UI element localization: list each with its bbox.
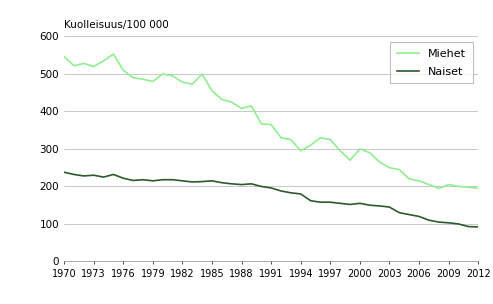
Naiset — [189, 180, 195, 184]
Naiset — [71, 173, 77, 176]
Naiset — [387, 205, 392, 209]
Miehet — [367, 151, 373, 154]
Naiset — [258, 185, 264, 188]
Naiset — [456, 222, 461, 226]
Naiset — [426, 218, 432, 222]
Naiset — [199, 180, 205, 183]
Miehet — [406, 177, 412, 181]
Miehet — [189, 82, 195, 86]
Miehet — [357, 147, 363, 151]
Naiset — [160, 178, 166, 181]
Miehet — [387, 166, 392, 170]
Miehet — [347, 158, 353, 162]
Miehet — [179, 80, 185, 84]
Naiset — [229, 182, 235, 186]
Naiset — [81, 174, 87, 178]
Miehet — [298, 149, 304, 153]
Miehet — [229, 100, 235, 104]
Miehet — [456, 185, 461, 188]
Naiset — [357, 202, 363, 205]
Miehet — [209, 89, 215, 93]
Naiset — [416, 215, 422, 218]
Naiset — [209, 179, 215, 183]
Naiset — [248, 182, 254, 186]
Naiset — [298, 192, 304, 196]
Naiset — [61, 170, 67, 174]
Naiset — [150, 179, 156, 183]
Miehet — [120, 68, 126, 72]
Miehet — [475, 187, 481, 190]
Miehet — [317, 136, 323, 140]
Miehet — [199, 72, 205, 76]
Naiset — [308, 199, 314, 202]
Miehet — [71, 64, 77, 67]
Miehet — [140, 78, 146, 81]
Naiset — [130, 179, 136, 182]
Miehet — [416, 179, 422, 183]
Naiset — [446, 221, 452, 225]
Miehet — [110, 52, 116, 56]
Miehet — [258, 122, 264, 126]
Legend: Miehet, Naiset: Miehet, Naiset — [390, 42, 473, 83]
Miehet — [465, 185, 471, 189]
Miehet — [337, 149, 343, 153]
Naiset — [406, 213, 412, 216]
Naiset — [377, 204, 383, 208]
Miehet — [446, 183, 452, 186]
Miehet — [396, 168, 402, 171]
Naiset — [347, 203, 353, 206]
Naiset — [239, 183, 245, 186]
Miehet — [81, 62, 87, 65]
Miehet — [377, 160, 383, 164]
Miehet — [150, 80, 156, 83]
Naiset — [436, 220, 442, 224]
Naiset — [465, 225, 471, 228]
Naiset — [288, 191, 294, 195]
Naiset — [110, 173, 116, 176]
Miehet — [278, 136, 284, 140]
Naiset — [337, 202, 343, 205]
Miehet — [239, 107, 245, 110]
Naiset — [327, 200, 333, 204]
Naiset — [367, 203, 373, 207]
Naiset — [170, 178, 176, 181]
Miehet — [91, 65, 97, 68]
Naiset — [140, 178, 146, 181]
Naiset — [396, 211, 402, 215]
Naiset — [179, 179, 185, 183]
Miehet — [248, 104, 254, 108]
Line: Naiset: Naiset — [64, 172, 478, 227]
Naiset — [317, 200, 323, 204]
Text: Kuolleisuus/100 000: Kuolleisuus/100 000 — [64, 20, 169, 30]
Miehet — [130, 76, 136, 80]
Naiset — [91, 173, 97, 177]
Naiset — [268, 186, 274, 190]
Line: Miehet: Miehet — [64, 54, 478, 188]
Miehet — [308, 143, 314, 147]
Miehet — [101, 59, 106, 63]
Naiset — [120, 176, 126, 180]
Naiset — [101, 175, 106, 179]
Naiset — [219, 181, 225, 185]
Miehet — [426, 183, 432, 186]
Miehet — [170, 74, 176, 78]
Miehet — [61, 55, 67, 59]
Miehet — [327, 138, 333, 141]
Miehet — [160, 72, 166, 76]
Miehet — [288, 138, 294, 141]
Naiset — [278, 189, 284, 193]
Miehet — [268, 123, 274, 126]
Miehet — [436, 187, 442, 190]
Naiset — [475, 225, 481, 229]
Miehet — [219, 98, 225, 101]
